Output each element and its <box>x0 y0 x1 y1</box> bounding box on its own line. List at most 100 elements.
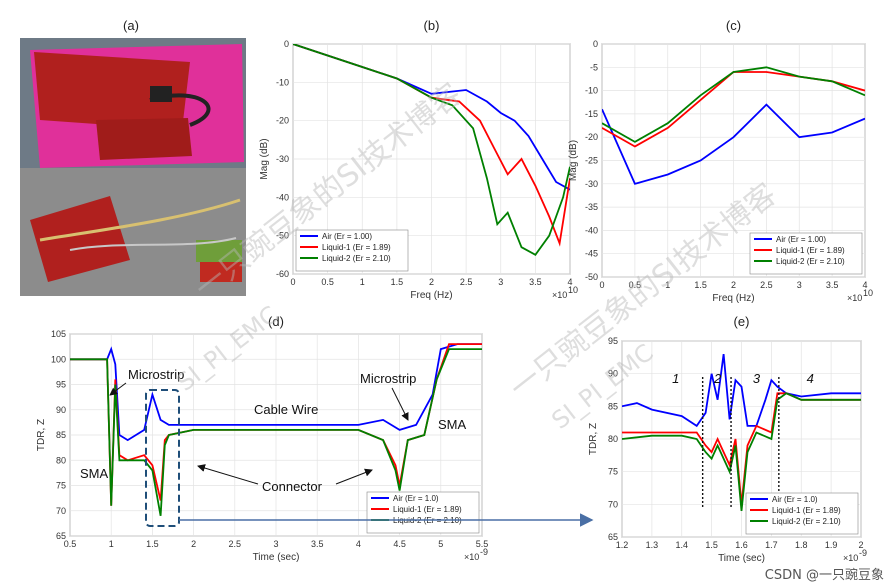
chart-e-segment-label: 2 <box>713 371 722 386</box>
chart-c-y-tick-label: -5 <box>590 62 598 72</box>
chart-e-x-axis-label: Time (sec) <box>718 553 765 564</box>
chart-b-x-tick-label: 3 <box>498 277 503 287</box>
annotation-microstrip-right: Microstrip <box>360 371 416 386</box>
chart-e-legend-label-liquid1: Liquid-1 (Er = 1.89) <box>772 506 841 515</box>
chart-c-x-tick-label: 3.5 <box>826 280 839 290</box>
photo-connector-block <box>150 86 172 102</box>
chart-e: (e) 1.2 1.3 1.4 1.5 1.6 1.7 1.8 1.9 2 95 90 85 80 75 70… <box>588 314 867 564</box>
chart-c-legend-label-liquid1: Liquid-1 (Er = 1.89) <box>776 246 845 255</box>
chart-c-y-tick-label: -35 <box>585 202 598 212</box>
chart-b-legend-label-liquid2: Liquid-2 (Er = 2.10) <box>322 254 391 263</box>
photo-red-board-1 <box>34 52 190 130</box>
chart-d-x-tick-label: 5 <box>438 539 443 549</box>
chart-c-x-tick-label: 2 <box>731 280 736 290</box>
chart-d-x-tick-label: 1.5 <box>146 539 159 549</box>
chart-e-x-tick-label: 1.4 <box>675 540 688 550</box>
chart-e-y-tick-label: 90 <box>608 369 618 379</box>
chart-c-x-tick-label: 1 <box>665 280 670 290</box>
chart-d-x-tick-label: 4 <box>356 539 361 549</box>
annotation-arrow-microstrip-right <box>391 387 409 421</box>
chart-b-x-tick-label: 2.5 <box>460 277 473 287</box>
chart-e-panel-label: (e) <box>734 314 750 329</box>
chart-b-y-axis-label: Mag (dB) <box>259 138 270 179</box>
chart-b-y-tick-label: -10 <box>276 77 289 87</box>
chart-b-y-tick-label: -50 <box>276 231 289 241</box>
chart-d-x-exponent: ×10 <box>464 552 479 562</box>
chart-e-x-tick-label: 1.3 <box>646 540 659 550</box>
chart-b-x-exponent-power: 10 <box>568 285 578 295</box>
chart-e-x-tick-label: 2 <box>858 540 863 550</box>
chart-c-x-tick-label: 0 <box>599 280 604 290</box>
chart-d-legend-label-air: Air (Er = 1.0) <box>393 494 439 503</box>
chart-c-legend-label-air: Air (Er = 1.00) <box>776 235 826 244</box>
chart-d-x-tick-label: 1 <box>109 539 114 549</box>
photo-label: (a) <box>123 18 139 33</box>
chart-d-y-tick-label: 70 <box>56 506 66 516</box>
chart-e-x-exponent: ×10 <box>843 553 858 563</box>
chart-d-x-tick-label: 4.5 <box>393 539 406 549</box>
chart-d-y-tick-label: 80 <box>56 455 66 465</box>
chart-e-segment-label: 1 <box>672 371 679 386</box>
chart-b-y-tick-label: -40 <box>276 192 289 202</box>
chart-c-x-exponent-power: 10 <box>863 288 873 298</box>
chart-e-y-tick-label: 85 <box>608 401 618 411</box>
chart-b-panel-label: (b) <box>424 18 440 33</box>
chart-e-x-tick-label: 1.8 <box>795 540 808 550</box>
chart-b-legend-label-liquid1: Liquid-1 (Er = 1.89) <box>322 243 391 252</box>
chart-b-series-liquid2-line <box>293 44 570 256</box>
annotation-cable-wire: Cable Wire <box>254 402 318 417</box>
annotation-arrow-connector-left <box>197 464 259 485</box>
chart-c-x-exponent: ×10 <box>847 293 862 303</box>
chart-b-x-tick-label: 2 <box>429 277 434 287</box>
chart-e-y-tick-label: 70 <box>608 499 618 509</box>
chart-d-y-tick-label: 90 <box>56 405 66 415</box>
chart-d-series-liquid2-line <box>70 348 482 516</box>
chart-c-y-tick-label: 0 <box>593 39 598 49</box>
chart-c-y-tick-label: -40 <box>585 225 598 235</box>
chart-b-x-tick-label: 0.5 <box>321 277 334 287</box>
chart-b-legend-label-air: Air (Er = 1.00) <box>322 232 372 241</box>
chart-d: (d) 0.5 1 1.5 2 2.5 3 3.5 4 4.5 5 5.5 105 100 95 90 85 80… <box>36 314 488 563</box>
chart-c-y-tick-label: -30 <box>585 179 598 189</box>
chart-c-y-tick-label: -25 <box>585 156 598 166</box>
chart-e-x-tick-label: 1.7 <box>765 540 778 550</box>
chart-d-y-tick-label: 75 <box>56 481 66 491</box>
chart-b: (b) 0 0.5 1 1.5 2 2.5 3 3.5 4 0 -10 -20 -30 -40 -50 -60 F… <box>259 18 578 301</box>
chart-b-y-tick-label: 0 <box>284 39 289 49</box>
annotation-connector: Connector <box>262 479 323 494</box>
chart-d-x-exponent-power: -9 <box>480 547 488 557</box>
chart-b-x-tick-label: 4 <box>567 277 572 287</box>
chart-e-y-tick-label: 95 <box>608 336 618 346</box>
chart-b-y-tick-label: -30 <box>276 154 289 164</box>
chart-c-x-tick-label: 2.5 <box>760 280 773 290</box>
chart-b-x-axis-label: Freq (Hz) <box>410 290 452 301</box>
chart-c-x-tick-label: 3 <box>797 280 802 290</box>
photo-red-board-2 <box>96 118 192 160</box>
chart-e-x-tick-label: 1.2 <box>616 540 629 550</box>
chart-d-x-tick-label: 3.5 <box>311 539 324 549</box>
chart-d-x-tick-label: 5.5 <box>476 539 489 549</box>
chart-b-y-tick-label: -20 <box>276 116 289 126</box>
chart-c-y-tick-label: -20 <box>585 132 598 142</box>
photo-cable-bundle-2 <box>69 237 237 251</box>
chart-d-annotations: Microstrip Microstrip Cable Wire SMA SMA… <box>80 367 594 527</box>
chart-c-x-tick-label: 4 <box>862 280 867 290</box>
chart-e-x-tick-label: 1.6 <box>735 540 748 550</box>
chart-d-x-tick-label: 3 <box>273 539 278 549</box>
chart-e-y-tick-label: 80 <box>608 434 618 444</box>
chart-c-x-tick-label: 1.5 <box>694 280 707 290</box>
chart-e-x-tick-label: 1.9 <box>825 540 838 550</box>
chart-e-series-liquid2-line <box>622 392 861 511</box>
chart-e-segment-label: 3 <box>753 371 761 386</box>
chart-d-y-tick-label: 100 <box>51 354 66 364</box>
chart-c-x-tick-label: 0.5 <box>629 280 642 290</box>
chart-c-x-axis-label: Freq (Hz) <box>712 293 754 304</box>
chart-c-legend-label-liquid2: Liquid-2 (Er = 2.10) <box>776 257 845 266</box>
photo-panel: (a) <box>20 18 246 296</box>
chart-c-y-tick-label: -10 <box>585 86 598 96</box>
connector-highlight-box <box>145 389 180 527</box>
chart-e-y-axis-label: TDR, Z <box>588 423 599 455</box>
chart-e-y-tick-label: 75 <box>608 467 618 477</box>
chart-d-x-axis-label: Time (sec) <box>253 552 300 563</box>
